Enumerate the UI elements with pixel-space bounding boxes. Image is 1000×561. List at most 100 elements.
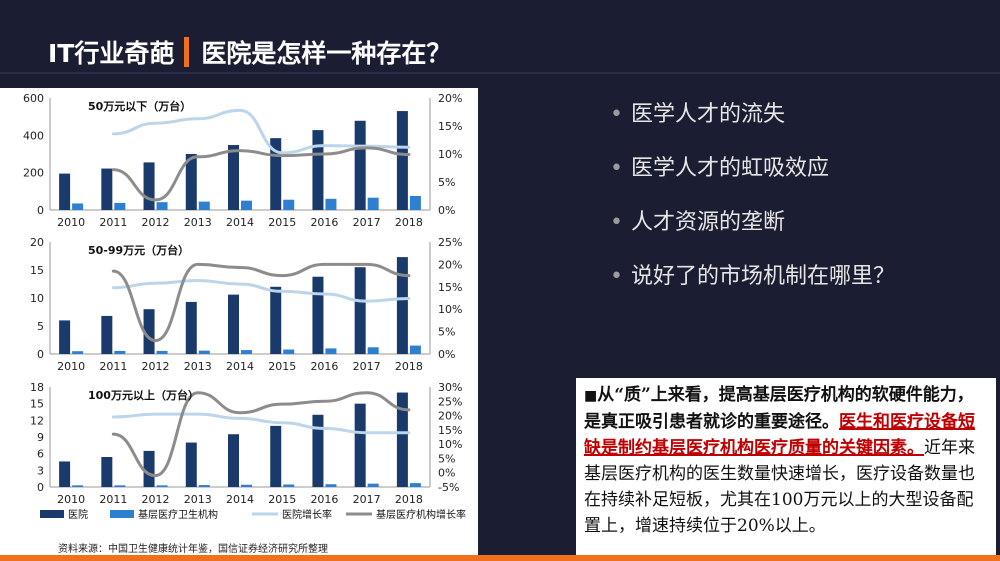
y-tick-label: 20 — [30, 236, 44, 249]
y-tick-label: 15 — [30, 398, 44, 411]
grassroots-bar — [325, 198, 337, 210]
legend-swatch — [40, 510, 64, 518]
x-tick-label: 2014 — [226, 216, 254, 229]
hospital-bar — [354, 267, 366, 354]
note-bold-text: 从“质”上来看，提高基层医疗机构的软硬件能力，是真正吸引患者就诊的重要途径。 — [584, 385, 974, 432]
x-tick-label: 2012 — [142, 493, 170, 506]
y2-tick-label: 30% — [438, 381, 462, 394]
slide-title: IT行业奇葩 医院是怎样一种存在？ — [48, 30, 451, 74]
hospital-bar — [59, 320, 71, 354]
bullet-item: • 人才资源的垄断 — [610, 206, 895, 260]
x-tick-label: 2010 — [57, 216, 85, 229]
x-tick-label: 2010 — [57, 360, 85, 373]
y2-tick-label: 20% — [438, 258, 462, 271]
hospital-bar — [101, 168, 113, 210]
grassroots-bar — [72, 203, 84, 210]
x-tick-label: 2010 — [57, 493, 85, 506]
legend-label: 基层医疗机构增长率 — [376, 508, 466, 521]
y-tick-label: 600 — [23, 92, 44, 105]
y-tick-label: 18 — [30, 381, 44, 394]
legend-label: 基层医疗卫生机构 — [138, 508, 218, 521]
y2-tick-label: 25% — [438, 236, 462, 249]
panel-title: 50-99万元（万台） — [88, 243, 189, 257]
y2-tick-label: 10% — [438, 148, 462, 161]
grassroots-bar — [241, 200, 252, 210]
grassroots-bar — [241, 350, 252, 354]
y-tick-label: 400 — [23, 129, 44, 142]
hospital-bar — [396, 392, 408, 487]
x-tick-label: 2013 — [184, 216, 212, 229]
hospital-bar — [228, 294, 239, 354]
x-tick-label: 2012 — [142, 360, 170, 373]
grassroots-bar — [283, 349, 295, 354]
hospital-bar — [312, 130, 324, 210]
hospital-growth-line — [111, 279, 411, 303]
hospital-growth-line — [111, 108, 411, 155]
grassroots-bar — [325, 348, 337, 354]
x-tick-label: 2016 — [310, 360, 338, 373]
bullet-text: 医学人才的虹吸效应 — [630, 156, 829, 181]
x-tick-label: 2012 — [142, 216, 170, 229]
x-tick-label: 2015 — [268, 493, 296, 506]
hospital-bar — [270, 425, 282, 487]
y2-tick-label: 0% — [438, 467, 455, 480]
x-tick-label: 2017 — [353, 360, 381, 373]
grassroots-bar — [198, 485, 210, 487]
grassroots-bar — [409, 345, 421, 354]
y2-tick-label: 15% — [438, 281, 462, 294]
y-tick-label: 6 — [37, 448, 44, 461]
bullet-text: 说好了的市场机制在哪里？ — [630, 264, 895, 289]
bullet-dot-icon: • — [610, 210, 623, 235]
legend-label: 医院 — [68, 508, 88, 521]
legend-swatch — [110, 510, 134, 518]
x-tick-label: 2018 — [395, 493, 423, 506]
y2-tick-label: 25% — [438, 395, 462, 408]
hospital-bar — [396, 257, 408, 354]
chart-source: 资料来源：中国卫生健康统计年鉴，国信证券经济研究所整理 — [58, 544, 328, 555]
bullet-text: 医学人才的流失 — [630, 102, 785, 127]
y2-tick-label: 0% — [438, 348, 455, 361]
hospital-bar — [228, 434, 239, 487]
x-tick-label: 2016 — [310, 216, 338, 229]
grassroots-bar — [198, 201, 210, 210]
x-tick-label: 2014 — [226, 360, 254, 373]
slide-title-part1: IT行业奇葩 — [48, 39, 175, 68]
hospital-bar — [101, 457, 113, 487]
hospital-bar — [270, 138, 282, 210]
y2-tick-label: 10% — [438, 438, 462, 451]
y-tick-label: 0 — [37, 204, 44, 217]
x-tick-label: 2018 — [395, 360, 423, 373]
hospital-bar — [143, 162, 155, 210]
bullet-dot-icon: • — [610, 156, 623, 181]
y-tick-label: 10 — [30, 292, 44, 305]
hospital-bar — [59, 461, 71, 487]
y2-tick-label: 0% — [438, 204, 455, 217]
legend-label: 医院增长率 — [282, 508, 332, 521]
panel-title: 100万元以上（万台） — [88, 388, 199, 402]
y2-tick-label: 20% — [438, 92, 462, 105]
x-tick-label: 2015 — [268, 216, 296, 229]
grassroots-bar — [72, 485, 84, 487]
bullet-item: • 医学人才的流失 — [610, 98, 895, 152]
note-normal-text: 近年来基层医疗机构的医生数量快速增长，医疗设备数量也在持续补足短板，尤其在100… — [584, 438, 975, 536]
hospital-bar — [185, 154, 197, 210]
y2-tick-label: 20% — [438, 410, 462, 423]
hospital-bar — [143, 450, 155, 487]
grassroots-bar — [325, 484, 337, 487]
grassroots-bar — [156, 202, 168, 210]
y2-tick-label: -5% — [438, 481, 459, 494]
grassroots-bar — [156, 485, 168, 487]
y-tick-label: 0 — [37, 481, 44, 494]
grassroots-bar — [198, 350, 210, 354]
grassroots-bar — [367, 197, 379, 210]
grassroots-bar — [241, 484, 252, 487]
x-tick-label: 2014 — [226, 493, 254, 506]
grassroots-bar — [409, 483, 421, 487]
hospital-growth-line — [111, 412, 411, 435]
y-tick-label: 5 — [37, 320, 44, 333]
x-tick-label: 2016 — [310, 493, 338, 506]
chart-panel: 0 200 400 600 0% 5% 10% 15% 20% 2010 2011 2012 2013 2… — [0, 88, 478, 555]
panel-title: 50万元以下（万台） — [88, 99, 191, 113]
x-tick-label: 2011 — [99, 360, 127, 373]
